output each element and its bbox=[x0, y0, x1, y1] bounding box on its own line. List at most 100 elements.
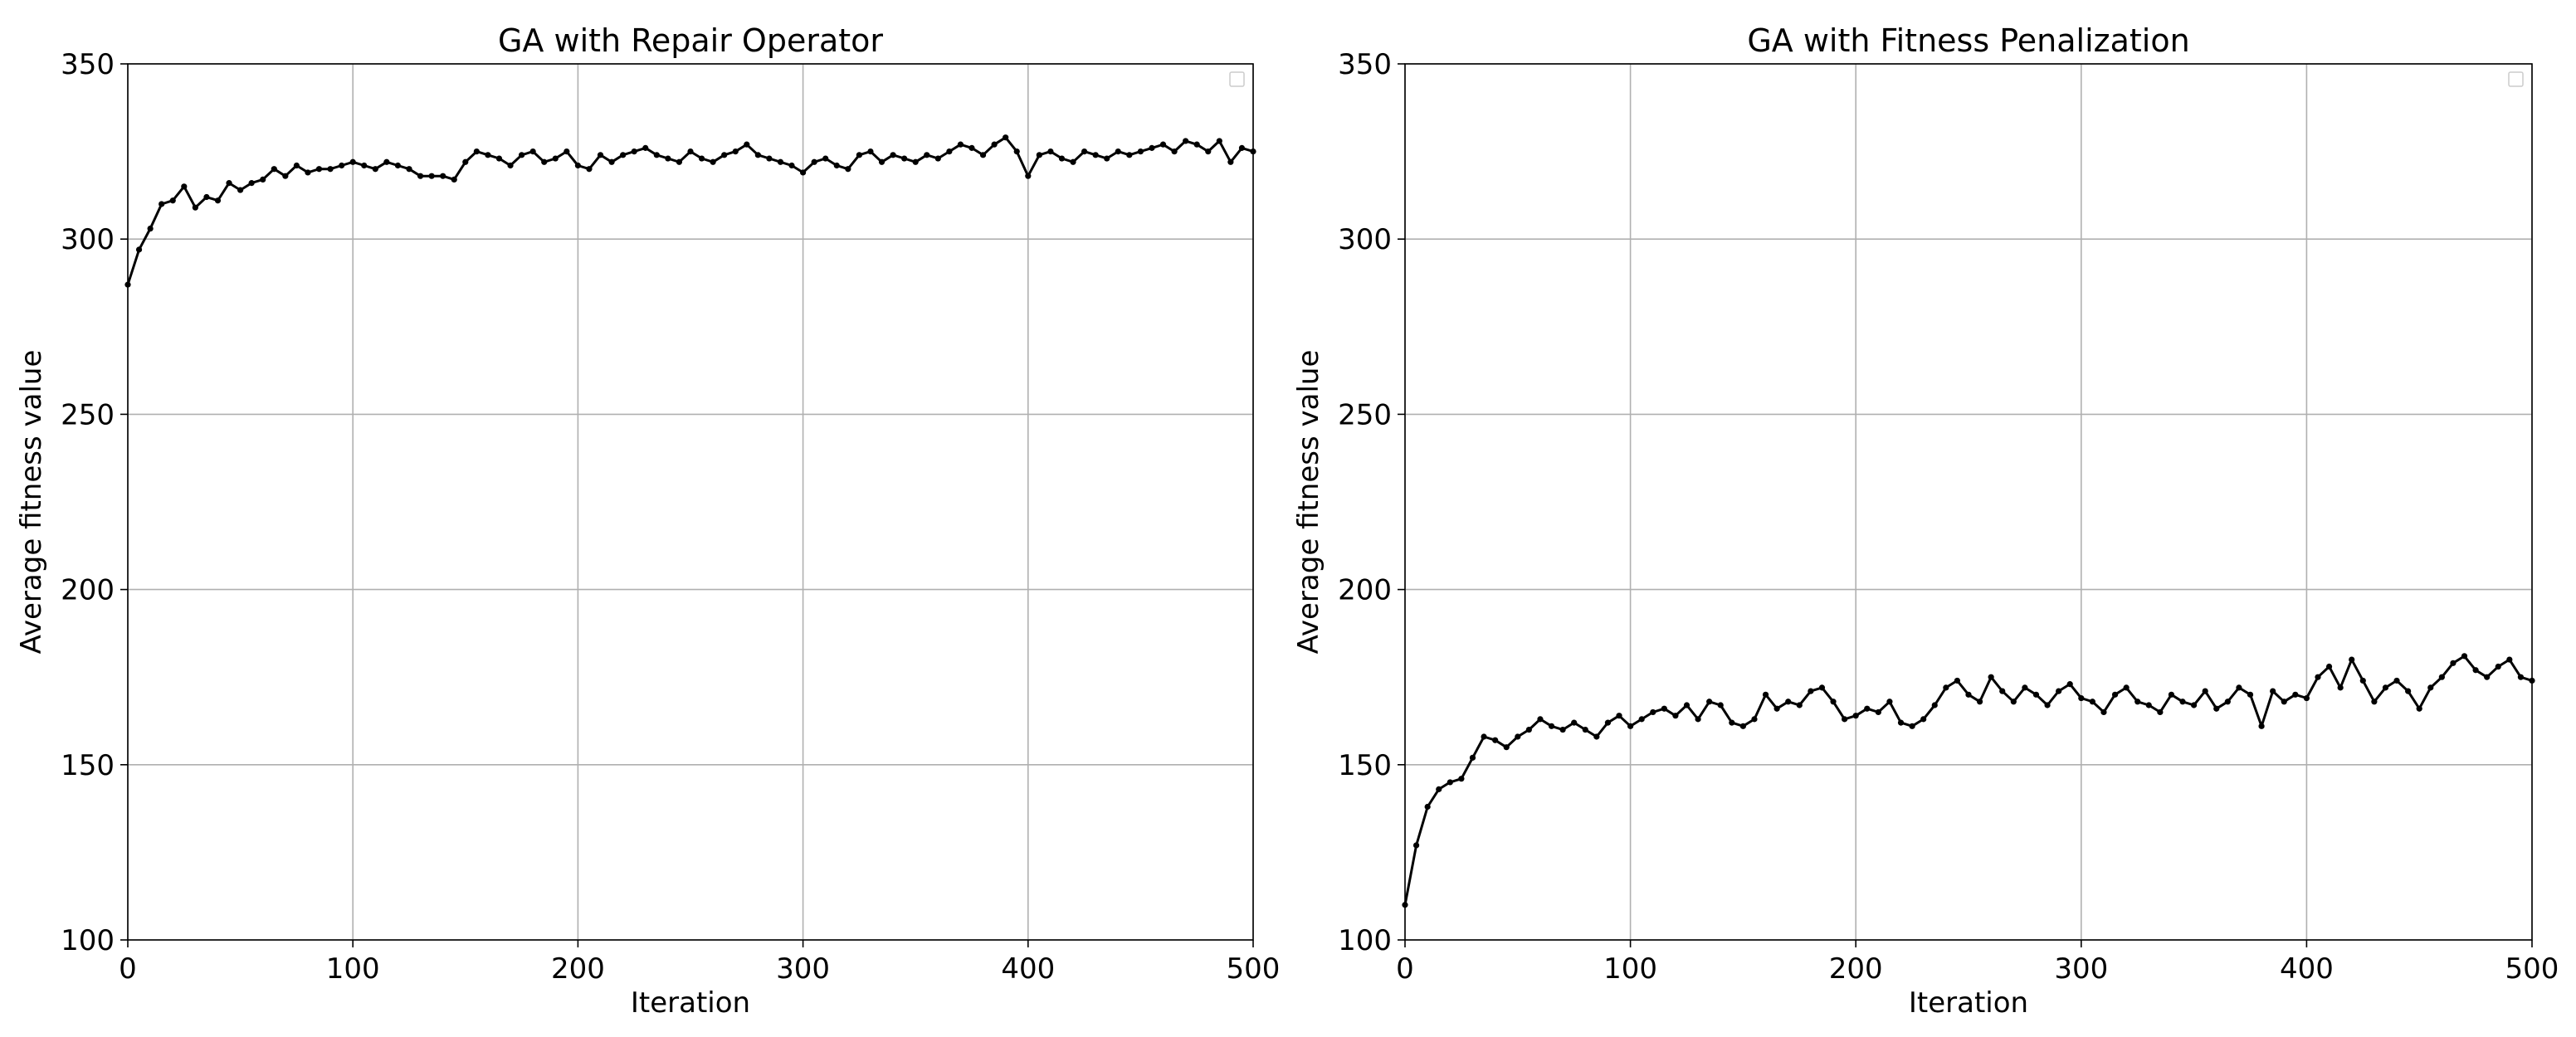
data-point bbox=[485, 152, 491, 158]
data-point bbox=[1436, 786, 1442, 792]
data-point bbox=[653, 152, 660, 158]
data-point bbox=[248, 180, 255, 187]
data-point bbox=[1762, 691, 1769, 698]
data-point bbox=[564, 148, 570, 155]
data-point bbox=[2022, 684, 2028, 691]
data-point bbox=[991, 141, 998, 148]
data-point bbox=[1830, 699, 1837, 705]
axes-frame bbox=[127, 63, 1254, 941]
data-point bbox=[1999, 688, 2006, 694]
data-point bbox=[1537, 716, 1544, 723]
data-point bbox=[192, 204, 198, 211]
data-point bbox=[856, 152, 862, 158]
legend-box bbox=[1229, 71, 1245, 87]
data-point bbox=[1412, 842, 1420, 849]
data-point bbox=[473, 148, 480, 155]
data-point bbox=[1503, 744, 1510, 751]
data-point bbox=[349, 158, 356, 165]
y-tick-label: 150 bbox=[61, 749, 115, 782]
data-point bbox=[1695, 716, 1701, 723]
data-point bbox=[495, 155, 503, 162]
data-point bbox=[2056, 688, 2062, 694]
data-point bbox=[428, 173, 435, 179]
data-point bbox=[237, 187, 244, 193]
data-point bbox=[676, 158, 683, 165]
data-point bbox=[1003, 134, 1009, 141]
data-point bbox=[440, 173, 446, 179]
y-tick-label: 250 bbox=[1338, 398, 1392, 431]
data-point bbox=[968, 144, 975, 151]
data-point bbox=[2393, 677, 2400, 684]
data-point bbox=[1047, 148, 1054, 155]
data-point bbox=[744, 141, 750, 148]
data-point bbox=[451, 176, 457, 183]
data-point bbox=[597, 152, 604, 158]
data-point bbox=[1604, 719, 1612, 726]
data-point bbox=[2179, 699, 2186, 705]
data-point bbox=[1013, 148, 1020, 155]
data-point bbox=[2438, 674, 2445, 680]
data-point bbox=[519, 152, 525, 158]
data-point bbox=[1808, 688, 1814, 694]
data-point bbox=[1238, 144, 1246, 151]
data-point bbox=[979, 152, 987, 158]
data-point bbox=[687, 148, 694, 155]
chart-title: GA with Fitness Penalization bbox=[1747, 22, 2189, 59]
data-point bbox=[1115, 148, 1121, 155]
data-point bbox=[1931, 702, 1938, 708]
data-point bbox=[2349, 656, 2355, 663]
data-point bbox=[2258, 723, 2265, 729]
y-tick-label: 300 bbox=[1338, 223, 1392, 256]
data-point bbox=[1104, 155, 1110, 162]
data-point bbox=[665, 155, 671, 162]
data-point bbox=[1909, 723, 1915, 729]
data-point bbox=[2236, 684, 2242, 691]
data-point bbox=[1036, 152, 1042, 158]
data-point bbox=[1661, 705, 1667, 712]
data-point bbox=[383, 158, 390, 165]
data-point bbox=[946, 148, 953, 155]
data-point bbox=[2213, 705, 2220, 712]
data-point bbox=[282, 173, 289, 179]
data-point bbox=[2032, 691, 2040, 698]
x-tick-label: 100 bbox=[1603, 952, 1657, 986]
data-point bbox=[777, 158, 784, 165]
data-point bbox=[1773, 705, 1780, 712]
data-point bbox=[361, 162, 368, 169]
data-point bbox=[1559, 726, 1566, 733]
data-point bbox=[2315, 674, 2321, 680]
data-point bbox=[2292, 691, 2299, 698]
data-point bbox=[845, 166, 851, 173]
data-point bbox=[1216, 138, 1222, 144]
data-point bbox=[912, 158, 919, 165]
data-point bbox=[1481, 733, 1487, 740]
data-point bbox=[890, 152, 896, 158]
data-point bbox=[1205, 148, 1212, 155]
x-tick-label: 100 bbox=[326, 952, 380, 986]
data-point bbox=[924, 152, 930, 158]
data-point bbox=[1424, 803, 1431, 811]
data-point bbox=[1897, 719, 1905, 726]
series-line bbox=[126, 136, 1254, 285]
data-point bbox=[1842, 716, 1848, 723]
data-point bbox=[2416, 705, 2422, 712]
data-point bbox=[2270, 688, 2276, 694]
data-point bbox=[2382, 684, 2389, 691]
data-point bbox=[293, 162, 300, 169]
data-point bbox=[2145, 702, 2152, 708]
data-point bbox=[2303, 694, 2310, 702]
data-point bbox=[788, 162, 795, 169]
y-tick-label: 150 bbox=[1338, 749, 1392, 782]
data-point bbox=[462, 158, 469, 165]
data-point bbox=[754, 152, 761, 158]
data-point bbox=[878, 158, 886, 165]
data-point bbox=[1458, 776, 1465, 782]
data-point bbox=[541, 158, 548, 165]
data-point bbox=[1706, 699, 1713, 705]
data-point bbox=[586, 166, 593, 173]
data-point bbox=[1818, 684, 1826, 691]
x-tick-label: 300 bbox=[2054, 952, 2108, 986]
data-point bbox=[1875, 708, 1881, 716]
